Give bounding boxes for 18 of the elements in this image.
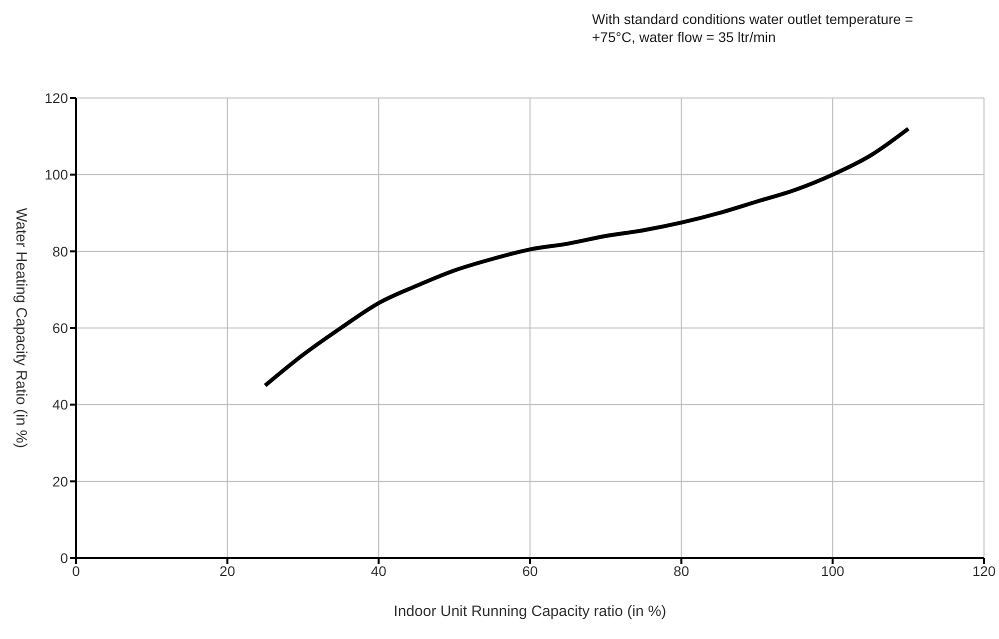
text: With standard conditions water outlet temperature = +75°C, water flow = 35 ltr/min [592,10,914,46]
y-tick-label: 80 [52,243,68,260]
x-tick-label: 100 [820,562,845,579]
x-axis-title: Indoor Unit Running Capacity ratio (in %) [394,603,666,620]
x-tick-label: 40 [370,562,387,579]
y-tick-label: 20 [52,473,68,490]
x-tick-label: 120 [972,562,996,579]
x-tick-label: 80 [674,562,690,579]
y-tick-label: 60 [52,320,68,336]
line-series [263,126,910,388]
x-tick-label: 0 [72,562,80,579]
y-axis-title: Water Heating Capacity Ratio (in %) [12,208,30,448]
x-tick-label: 60 [522,562,538,579]
y-tick-label: 0 [60,550,68,566]
y-tick-label: 120 [44,90,68,106]
y-tick-label: 100 [44,166,68,183]
x-tick-label: 20 [220,562,236,579]
y-tick-label: 40 [52,396,68,413]
